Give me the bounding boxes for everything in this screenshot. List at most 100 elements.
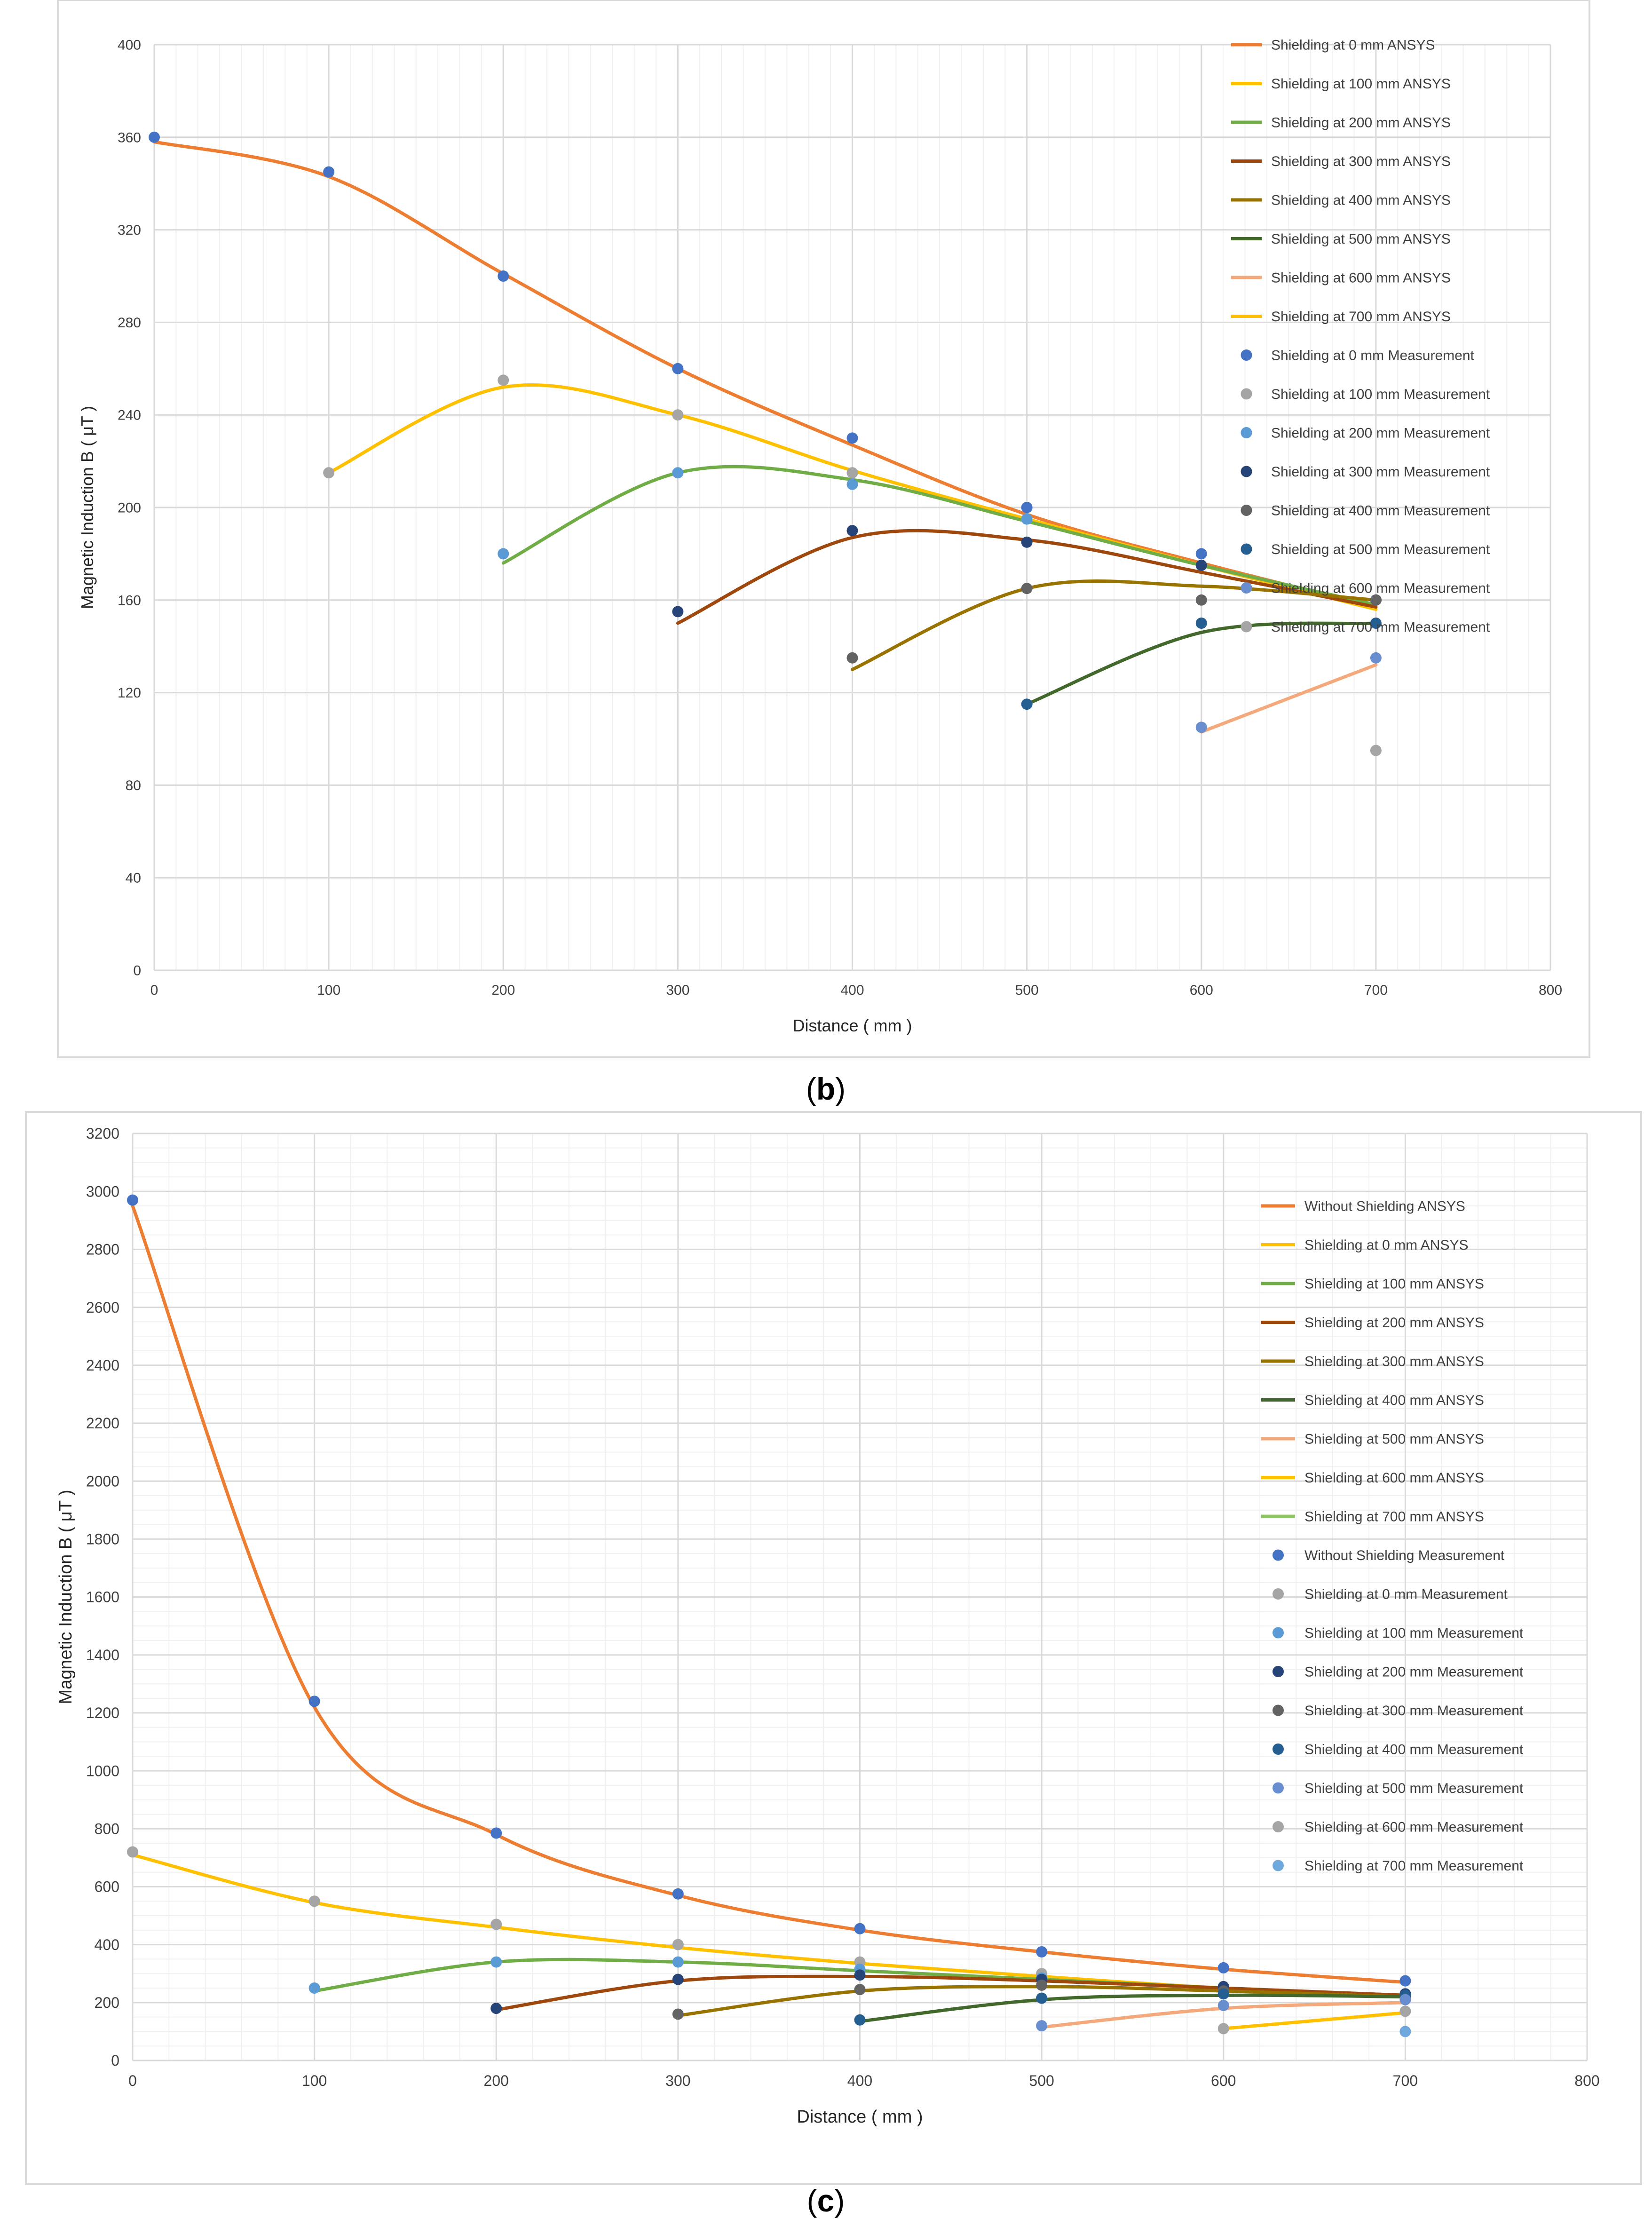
measurement-point	[1036, 1946, 1048, 1958]
measurement-point	[1399, 2005, 1411, 2017]
measurement-point	[1217, 1962, 1229, 1973]
ansys-series-line	[152, 140, 1378, 609]
legend-entry-label: Shielding at 600 mm ANSYS	[1304, 1470, 1484, 1486]
x-tick-label: 0	[128, 2072, 137, 2089]
y-tick-label: 1400	[86, 1647, 119, 1664]
legend-dot-swatch	[1241, 505, 1252, 516]
y-tick-label: 360	[118, 130, 141, 145]
x-tick-label: 300	[665, 2072, 690, 2089]
measurement-point	[1195, 594, 1207, 606]
chart-c: 0200400600800100012001400160018002000220…	[56, 1125, 1600, 2218]
measurement-point	[672, 1888, 684, 1900]
y-tick-label: 400	[118, 38, 141, 53]
measurement-point	[498, 548, 509, 560]
measurement-point	[672, 1973, 684, 1985]
measurement-point	[854, 1969, 866, 1981]
measurement-point	[1370, 594, 1382, 606]
legend-entry-label: Shielding at 0 mm ANSYS	[1304, 1237, 1469, 1253]
measurement-point	[1370, 652, 1382, 664]
measurement-point	[498, 270, 509, 282]
ansys-series-line	[858, 1993, 1407, 2023]
measurement-point	[490, 1956, 502, 1968]
y-axis-title: Magnetic Induction B ( μT )	[78, 406, 97, 609]
legend-entry-label: Shielding at 200 mm ANSYS	[1304, 1315, 1484, 1331]
legend-entry-label: Shielding at 300 mm Measurement	[1304, 1703, 1524, 1719]
measurement-point	[1195, 560, 1207, 571]
legend-entry-label: Shielding at 400 mm Measurement	[1304, 1742, 1524, 1758]
x-tick-label: 800	[1539, 983, 1562, 998]
legend-entry-label: Shielding at 400 mm ANSYS	[1271, 193, 1451, 208]
x-tick-label: 100	[317, 983, 340, 998]
chart-b: 0 40 80 120 160 200 240 280 320 360 400 0 100 200 300 4…	[78, 38, 1562, 1107]
x-tick-label: 300	[666, 983, 689, 998]
y-tick-label: 600	[95, 1878, 119, 1895]
x-tick-label: 400	[847, 2072, 872, 2089]
measurement-point	[490, 1827, 502, 1839]
legend-entry-label: Shielding at 200 mm ANSYS	[1271, 115, 1451, 131]
legend-dot-swatch	[1273, 1744, 1284, 1755]
ansys-series-line	[851, 579, 1378, 671]
legend-entry-label: Shielding at 0 mm Measurement	[1271, 348, 1475, 364]
legend-entry-label: Shielding at 600 mm ANSYS	[1271, 270, 1451, 286]
x-tick-label: 700	[1364, 983, 1388, 998]
x-tick-label: 500	[1029, 2072, 1054, 2089]
measurement-point	[127, 1846, 138, 1858]
legend-entry-label: Shielding at 0 mm Measurement	[1304, 1587, 1508, 1602]
legend-dot-swatch	[1273, 1588, 1284, 1600]
legend-entry-label: Shielding at 400 mm Measurement	[1271, 503, 1490, 519]
legend-entry-label: Shielding at 200 mm Measurement	[1304, 1664, 1524, 1680]
x-tick-label: 700	[1393, 2072, 1418, 2089]
y-tick-label: 2000	[86, 1473, 119, 1490]
measurement-point	[846, 467, 858, 479]
legend-dot-swatch	[1241, 621, 1252, 633]
x-axis-title: Distance ( mm )	[792, 1016, 912, 1035]
legend-entry-label: Without Shielding ANSYS	[1304, 1199, 1465, 1214]
legend-dot-swatch	[1273, 1821, 1284, 1832]
y-tick-label: 200	[95, 1994, 119, 2011]
measurement-point	[1036, 2020, 1048, 2032]
measurement-point	[1195, 618, 1207, 629]
measurement-point	[1399, 1994, 1411, 2005]
legend-entry-label: Shielding at 0 mm ANSYS	[1271, 38, 1435, 53]
y-tick-label: 1600	[86, 1589, 119, 1606]
y-tick-label: 2600	[86, 1299, 119, 1316]
legend-dot-swatch	[1273, 1627, 1284, 1639]
legend-dot-swatch	[1241, 582, 1252, 594]
x-tick-label: 100	[302, 2072, 327, 2089]
ansys-series-line	[494, 1974, 1407, 2012]
ansys-series-line	[1025, 621, 1378, 706]
legend-dot-swatch	[1241, 427, 1252, 438]
measurement-point	[1021, 513, 1033, 525]
legend-dot-swatch	[1273, 1860, 1284, 1871]
measurement-point	[308, 1895, 320, 1907]
measurement-point	[1217, 2023, 1229, 2035]
legend-entry-label: Shielding at 500 mm Measurement	[1271, 542, 1490, 557]
measurement-point	[149, 131, 160, 143]
legend-entry-label: Shielding at 500 mm ANSYS	[1304, 1432, 1484, 1447]
measurement-point	[1021, 698, 1033, 710]
measurement-point	[127, 1194, 138, 1206]
y-tick-label: 200	[118, 500, 141, 516]
measurement-point	[846, 652, 858, 664]
x-tick-label: 800	[1574, 2072, 1599, 2089]
y-tick-label: 1000	[86, 1762, 119, 1779]
y-tick-label: 120	[118, 685, 141, 701]
measurement-point	[1217, 1999, 1229, 2011]
legend-entry-label: Shielding at 500 mm ANSYS	[1271, 231, 1451, 247]
y-tick-label: 240	[118, 408, 141, 423]
legend-dot-swatch	[1273, 1704, 1284, 1716]
measurement-point	[672, 1956, 684, 1968]
legend-entry-label: Shielding at 600 mm Measurement	[1271, 581, 1490, 596]
ansys-series-line	[1200, 663, 1378, 734]
legend-entry-label: Shielding at 400 mm ANSYS	[1304, 1393, 1484, 1408]
measurement-point	[1195, 721, 1207, 733]
legend-entry-label: Shielding at 100 mm Measurement	[1271, 387, 1490, 402]
legend-entry-label: Shielding at 700 mm Measurement	[1304, 1858, 1524, 1874]
legend-entry-label: Shielding at 700 mm Measurement	[1271, 619, 1490, 635]
measurement-point	[1399, 2026, 1411, 2037]
measurement-point	[1036, 1979, 1048, 1991]
x-tick-label: 600	[1190, 983, 1213, 998]
measurement-point	[1217, 1988, 1229, 2000]
y-tick-label: 160	[118, 593, 141, 608]
